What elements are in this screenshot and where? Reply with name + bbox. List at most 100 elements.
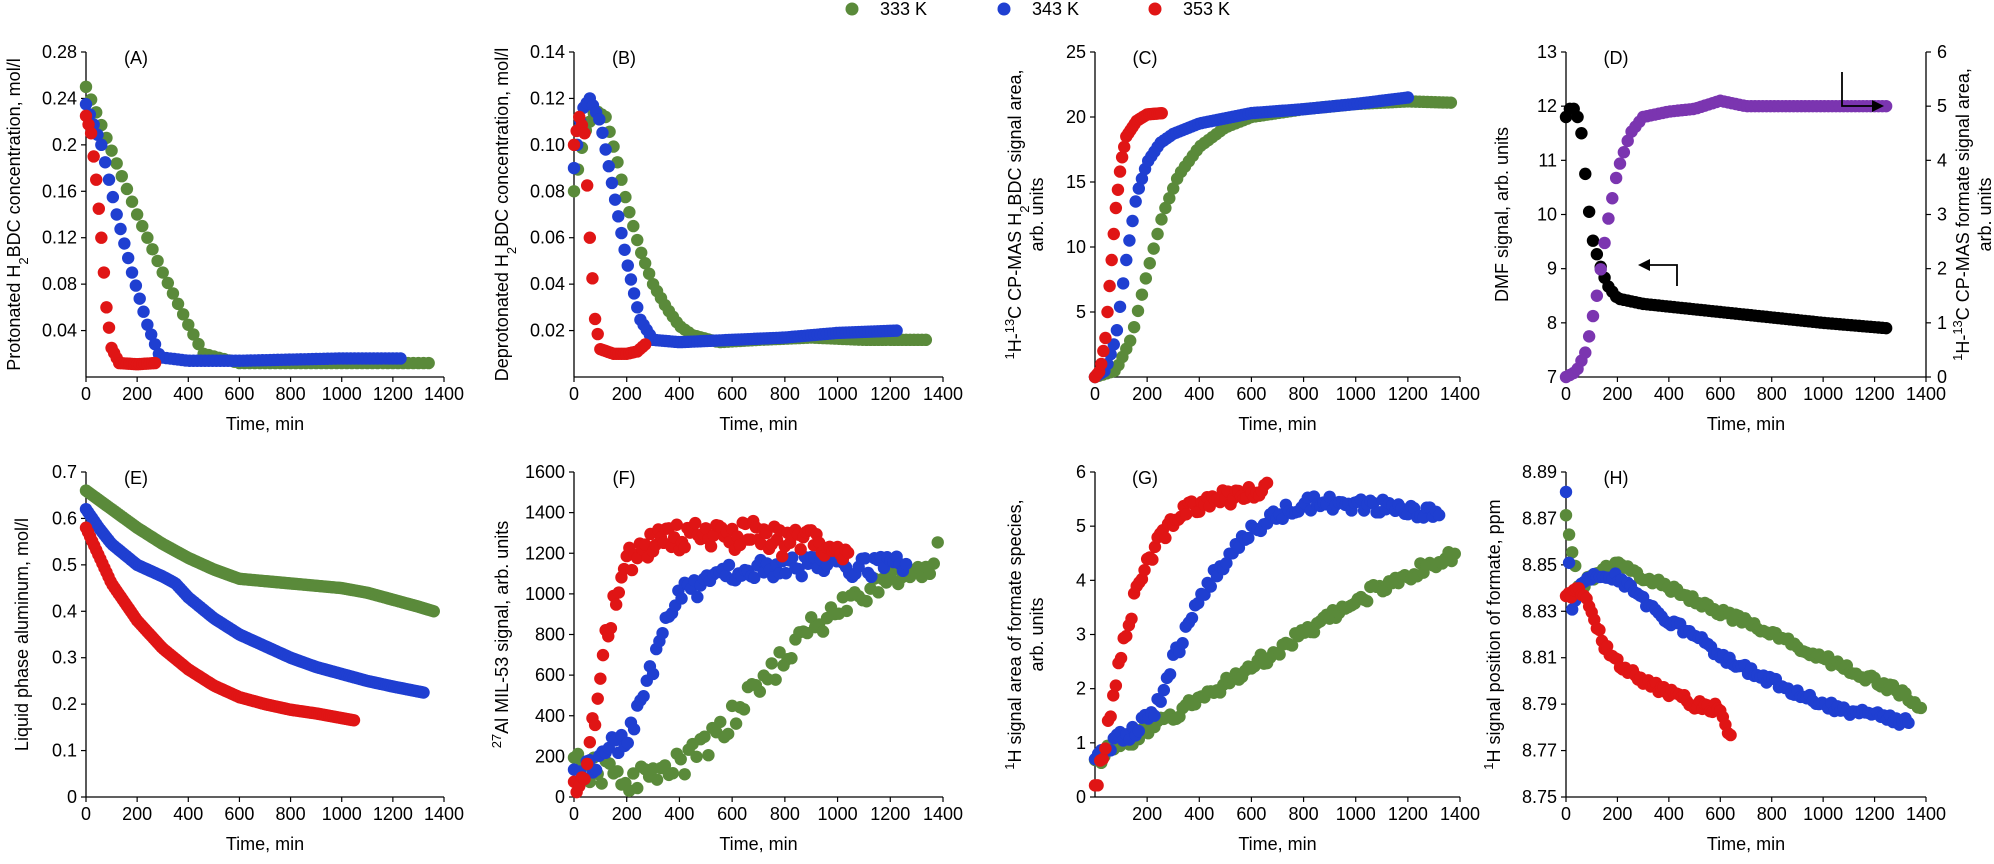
- y-tick-label: 1600: [525, 462, 565, 482]
- data-point: [571, 747, 585, 761]
- y-axis-label: 1H signal position of formate, ppm: [1481, 499, 1505, 769]
- x-tick-label: 800: [770, 384, 800, 404]
- data-point: [748, 571, 761, 585]
- data-point: [1107, 689, 1120, 702]
- data-point: [1116, 277, 1130, 290]
- y-tick-label: 200: [535, 746, 565, 766]
- series-343-k: [1559, 485, 1915, 731]
- data-point: [609, 598, 623, 611]
- y-tick-label: 11: [1538, 150, 1557, 170]
- data-point: [182, 318, 195, 331]
- x-tick-label: 800: [1289, 804, 1319, 824]
- legend-marker: [997, 2, 1011, 16]
- x-tick-label: 0: [1561, 384, 1571, 404]
- data-point: [1609, 171, 1623, 185]
- data-point: [1559, 508, 1573, 522]
- data-point: [1159, 201, 1172, 215]
- data-point: [923, 567, 937, 581]
- data-point: [1109, 201, 1123, 215]
- y-tick-label: 13: [1537, 42, 1557, 62]
- data-point: [136, 219, 149, 233]
- y-tick-label: 0.5: [52, 555, 77, 575]
- data-point: [1107, 227, 1120, 241]
- data-point: [1613, 157, 1627, 170]
- data-point: [567, 138, 581, 152]
- data-point: [1242, 531, 1255, 545]
- panel-label: (D): [1604, 48, 1629, 68]
- data-point: [1273, 648, 1286, 661]
- panels: 0 200 400 600 800 1000 1200 14000.040.080.120.1…: [4, 42, 1994, 854]
- y-tick-label: 0.10: [530, 135, 565, 155]
- x-tick-label: 800: [770, 804, 800, 824]
- data-point: [603, 757, 616, 770]
- data-point: [624, 273, 638, 286]
- data-point: [658, 759, 672, 772]
- x-tick-label: 1400: [1440, 384, 1480, 404]
- y-tick-label: 5: [1076, 516, 1086, 536]
- legend-item-343-k: 343 K: [997, 0, 1079, 19]
- series-333-k: [1088, 95, 1458, 384]
- data-point: [1180, 508, 1193, 521]
- data-point: [1147, 242, 1160, 255]
- data-point: [100, 301, 113, 314]
- x-tick-label: 200: [1132, 384, 1162, 404]
- series-353-k: [79, 109, 162, 371]
- data-point: [1113, 165, 1127, 178]
- data-point: [691, 590, 704, 604]
- y-right-tick-label: 2: [1937, 259, 1947, 279]
- data-point: [145, 328, 158, 341]
- y-tick-label: 8.83: [1522, 601, 1557, 621]
- data-point: [1151, 227, 1164, 241]
- y-right-tick-label: 6: [1937, 42, 1947, 62]
- x-tick-label: 1400: [923, 384, 963, 404]
- panel-h: 0 200 400 600 800 1000 1200 1400 8.75 8.77 8.79 8.8…: [1481, 462, 1947, 854]
- y-tick-label: 800: [535, 625, 565, 645]
- data-point: [417, 686, 430, 699]
- data-point: [615, 173, 628, 186]
- y-tick-label: 0.16: [42, 181, 77, 201]
- data-point: [125, 195, 139, 208]
- data-point: [129, 279, 143, 292]
- y-tick-label: 0: [555, 787, 565, 807]
- y-tick-label: 0.12: [42, 228, 77, 248]
- data-point: [1139, 272, 1153, 285]
- x-tick-label: 400: [1184, 384, 1214, 404]
- x-tick-label: 400: [173, 804, 203, 824]
- data-point: [1579, 346, 1592, 359]
- x-tick-label: 400: [1184, 804, 1214, 824]
- x-tick-label: 0: [1561, 804, 1571, 824]
- y-right-tick-label: 5: [1937, 96, 1947, 116]
- x-axis-label: Time, min: [719, 834, 797, 854]
- y-tick-label: 4: [1076, 570, 1086, 590]
- data-point: [593, 113, 606, 126]
- data-point: [1575, 127, 1588, 140]
- data-point: [795, 569, 808, 583]
- data-point: [1559, 485, 1573, 499]
- data-point: [840, 604, 853, 618]
- data-point: [141, 231, 154, 244]
- data-point: [1148, 540, 1162, 554]
- x-tick-label: 600: [1705, 804, 1735, 824]
- y-tick-label: 0.14: [530, 42, 565, 62]
- data-point: [1594, 263, 1607, 276]
- y-tick-label: 0.06: [530, 228, 565, 248]
- data-point: [1113, 300, 1127, 313]
- data-point: [588, 718, 602, 732]
- y-tick-label: 1200: [525, 543, 565, 563]
- data-point: [118, 237, 131, 250]
- data-point: [872, 586, 885, 599]
- x-tick-label: 0: [81, 384, 91, 404]
- x-tick-label: 400: [664, 384, 694, 404]
- data-point: [1598, 236, 1611, 250]
- x-tick-label: 600: [224, 804, 254, 824]
- data-point: [106, 190, 120, 204]
- legend-item-353-k: 353 K: [1148, 0, 1230, 19]
- series-343-k: [79, 98, 407, 367]
- left-axis-arrow: [1650, 264, 1678, 286]
- data-point: [1565, 546, 1579, 559]
- data-point: [1135, 288, 1149, 301]
- data-point: [146, 243, 159, 256]
- right-axis-arrowhead: [1872, 100, 1884, 112]
- data-point: [650, 773, 664, 786]
